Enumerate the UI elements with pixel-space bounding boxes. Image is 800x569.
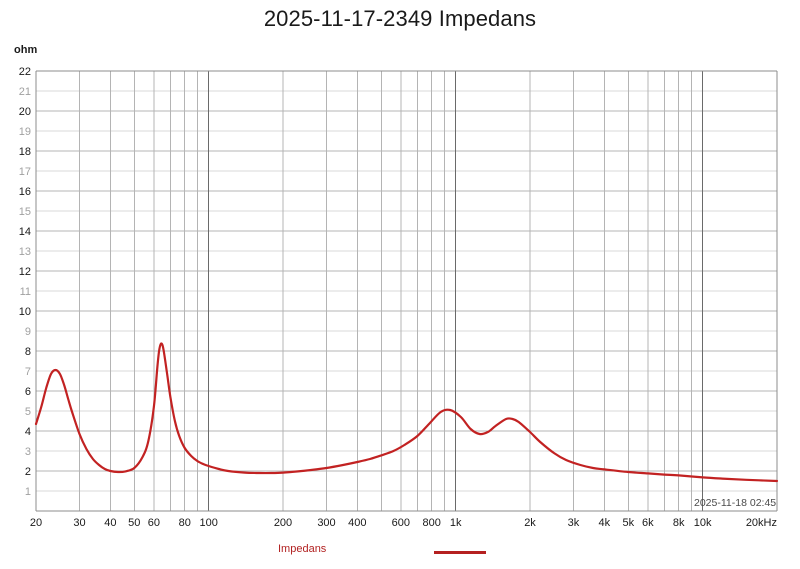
y-tick-label: 11: [20, 286, 31, 298]
y-tick-label: 1: [25, 486, 31, 498]
y-tick-label: 16: [19, 186, 31, 198]
x-tick-label: 5k: [622, 517, 634, 529]
x-tick-label: 2k: [524, 517, 536, 529]
x-tick-label: 40: [104, 517, 116, 529]
x-tick-label: 800: [423, 517, 441, 529]
y-tick-label: 14: [19, 226, 31, 238]
x-tick-label: 8k: [673, 517, 685, 529]
y-tick-label: 9: [25, 326, 31, 338]
x-tick-label: 80: [179, 517, 191, 529]
y-tick-label: 5: [25, 406, 31, 418]
x-tick-label: 20: [30, 517, 42, 529]
x-tick-label: 200: [274, 517, 292, 529]
y-tick-label: 3: [25, 446, 31, 458]
x-tick-label: 10k: [694, 517, 712, 529]
y-tick-label: 13: [19, 246, 31, 258]
y-tick-label: 21: [19, 86, 31, 98]
chart-legend: Impedans: [0, 543, 800, 563]
x-tick-label: 20kHz: [746, 517, 777, 529]
y-tick-label: 12: [19, 266, 31, 278]
x-tick-label: 300: [317, 517, 335, 529]
y-tick-label: 19: [19, 126, 31, 138]
y-tick-label: 4: [25, 426, 31, 438]
x-tick-label: 50: [128, 517, 140, 529]
y-tick-label: 7: [25, 366, 31, 378]
y-axis-unit-label: ohm: [14, 44, 38, 56]
y-tick-label: 10: [19, 306, 31, 318]
x-tick-label: 1k: [450, 517, 462, 529]
x-tick-label: 4k: [599, 517, 611, 529]
y-tick-label: 20: [19, 106, 31, 118]
timestamp-annotation: 2025-11-18 02:45: [694, 497, 776, 509]
x-tick-label: 400: [348, 517, 366, 529]
x-tick-label: 100: [199, 517, 217, 529]
x-tick-label: 30: [73, 517, 85, 529]
legend-item-label-impedans: Impedans: [278, 543, 327, 555]
page-title: 2025-11-17-2349 Impedans: [263, 6, 537, 31]
x-gridlines: [35, 71, 778, 511]
y-tick-label: 18: [19, 146, 31, 158]
plot-frame: [35, 70, 778, 512]
y-gridlines-minor: [36, 90, 777, 492]
legend-swatch-impedans: [434, 551, 486, 554]
x-tick-label: 600: [392, 517, 410, 529]
y-tick-label: 15: [19, 206, 31, 218]
x-tick-label: 3k: [568, 517, 580, 529]
series-impedans: [34, 342, 779, 483]
x-tick-labels: 20 30 40 50 60 80 100 200 300 400 600 800 1k 2k 3k 4k 5k…: [30, 517, 777, 529]
y-tick-label: 17: [19, 166, 31, 178]
x-tick-label: 6k: [642, 517, 654, 529]
y-tick-label: 6: [25, 386, 31, 398]
y-tick-label: 8: [25, 346, 31, 358]
impedance-curve: [34, 342, 779, 483]
y-tick-label: 2: [25, 466, 31, 478]
x-tick-label: 60: [148, 517, 160, 529]
y-tick-label: 22: [19, 66, 31, 78]
